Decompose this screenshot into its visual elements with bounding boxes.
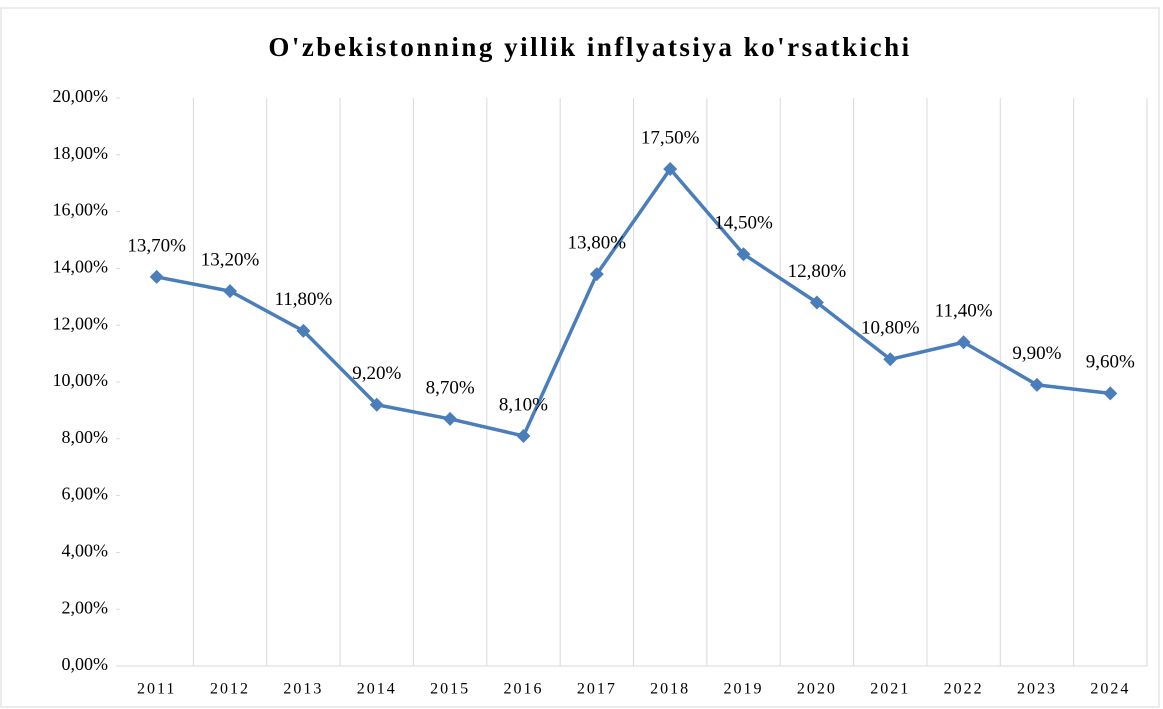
data-point [956,335,971,350]
data-label: 13,70% [127,235,186,256]
data-label: 9,20% [352,363,401,384]
x-tick-label: 2012 [210,681,250,698]
data-point [663,162,678,176]
y-tick-label: 10,00% [53,370,109,390]
y-tick-label: 12,00% [53,313,109,333]
data-point [589,267,604,282]
series-line [156,167,1111,438]
x-tick-label: 2016 [503,681,543,698]
y-tick-label: 16,00% [53,200,109,220]
x-tick-label: 2018 [650,681,690,698]
data-label: 13,80% [568,232,627,253]
y-tick-label: 4,00% [62,541,109,561]
data-point [516,428,531,443]
data-point [1029,377,1044,392]
x-tick-label: 2023 [1017,681,1057,698]
y-tick-label: 0,00% [62,654,109,674]
data-point [296,323,311,338]
data-label: 17,50% [641,127,700,148]
y-tick-label: 20,00% [53,86,109,106]
data-label: 14,50% [714,213,773,234]
x-tick-label: 2011 [137,681,176,698]
data-point [736,247,751,262]
x-tick-label: 2020 [797,681,837,698]
data-point [1103,386,1118,401]
y-tick-label: 8,00% [62,427,109,447]
x-tick-label: 2017 [577,681,617,698]
x-tick-label: 2015 [430,681,470,698]
data-label: 8,70% [426,377,475,398]
data-point [149,269,164,284]
data-label: 11,40% [935,301,993,322]
x-tick-label: 2022 [944,681,984,698]
data-label: 8,10% [499,394,548,415]
chart-title: O'zbekistonning yillik inflyatsiya ko'rs… [268,32,911,62]
y-tick-label: 18,00% [53,143,109,163]
y-tick-label: 6,00% [62,484,109,504]
data-label: 11,80% [274,289,332,310]
x-tick-label: 2014 [357,681,397,698]
data-label: 12,80% [788,261,847,282]
data-label: 10,80% [861,318,920,339]
data-label: 13,20% [201,249,260,270]
y-tick-label: 2,00% [62,597,109,617]
data-point [369,397,384,412]
x-tick-label: 2019 [724,681,764,698]
x-tick-label: 2021 [870,681,910,698]
data-point [443,411,458,426]
y-tick-label: 14,00% [53,257,109,277]
data-label: 9,60% [1086,352,1135,373]
x-tick-label: 2024 [1090,681,1130,698]
data-point [883,352,898,367]
data-label: 9,90% [1012,343,1061,364]
x-tick-label: 2013 [283,681,323,698]
chart-border [0,7,1160,708]
data-point [809,295,824,310]
data-point [223,284,238,299]
